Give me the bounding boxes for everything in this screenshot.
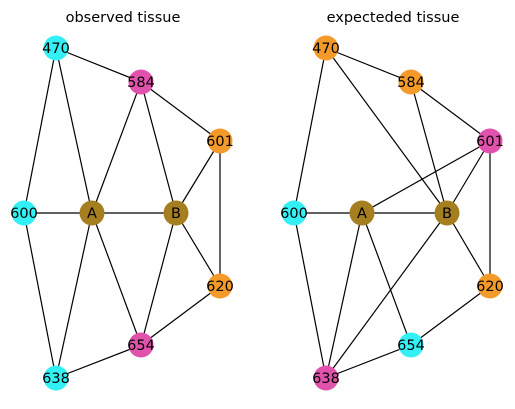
node-expected-654 [398, 332, 424, 358]
panel-title-expected: expecteded tissue [327, 10, 460, 26]
edge-expected-584-B [410, 81, 448, 214]
edge-observed-584-B [140, 81, 177, 214]
node-label-observed-654: 654 [127, 338, 155, 354]
node-label-expected-600: 600 [280, 206, 308, 222]
edge-observed-584-601 [140, 81, 221, 142]
nodes-expected: 470 584 601 600 A B 620 654 638 [280, 35, 504, 391]
edge-observed-A-638 [55, 212, 93, 379]
node-label-expected-638: 638 [312, 371, 340, 387]
edge-expected-470-B [325, 47, 448, 214]
node-expected-620 [477, 273, 503, 299]
node-observed-620 [207, 273, 233, 299]
edge-observed-620-654 [140, 285, 221, 346]
node-observed-A [79, 200, 105, 226]
node-observed-654 [128, 332, 154, 358]
node-expected-600 [281, 200, 307, 226]
edge-expected-A-638 [325, 212, 363, 379]
node-label-observed-B: B [171, 206, 181, 222]
edge-expected-600-638 [293, 212, 327, 379]
edge-expected-470-584 [325, 47, 412, 83]
node-label-observed-A: A [87, 206, 97, 222]
node-label-expected-470: 470 [312, 41, 340, 57]
edge-expected-620-654 [410, 285, 491, 346]
edge-expected-601-B [446, 140, 491, 214]
node-label-expected-654: 654 [397, 338, 425, 354]
edge-observed-B-620 [175, 212, 221, 287]
node-observed-638 [43, 365, 69, 391]
edge-expected-A-654 [361, 212, 412, 346]
edge-expected-470-600 [293, 47, 327, 214]
node-label-expected-620: 620 [476, 279, 504, 295]
node-label-expected-B: B [442, 206, 452, 222]
node-expected-B [434, 200, 460, 226]
node-expected-584 [398, 69, 424, 95]
node-label-observed-584: 584 [127, 75, 155, 91]
edge-observed-470-A [55, 47, 93, 214]
edge-expected-B-620 [446, 212, 491, 287]
edge-observed-470-600 [23, 47, 57, 214]
edge-observed-470-584 [55, 47, 142, 83]
node-expected-638 [313, 365, 339, 391]
node-observed-600 [11, 200, 37, 226]
edge-observed-584-A [91, 81, 142, 214]
node-observed-B [163, 200, 189, 226]
edge-expected-601-A [361, 140, 491, 214]
node-label-expected-601: 601 [476, 134, 504, 150]
node-label-observed-470: 470 [42, 41, 70, 57]
edges-observed [23, 47, 221, 379]
node-label-observed-601: 601 [206, 134, 234, 150]
node-expected-A [349, 200, 375, 226]
edge-observed-654-638 [55, 344, 142, 379]
graph-expected: 470 584 601 600 A B 620 654 638 [280, 35, 504, 391]
edge-observed-600-638 [23, 212, 57, 379]
edge-expected-B-638 [325, 212, 448, 379]
node-label-expected-A: A [357, 206, 367, 222]
edge-observed-B-654 [140, 212, 177, 346]
node-observed-584 [128, 69, 154, 95]
node-label-observed-620: 620 [206, 279, 234, 295]
panel-title-observed: observed tissue [66, 10, 181, 26]
edge-observed-A-654 [91, 212, 142, 346]
node-label-observed-638: 638 [42, 371, 70, 387]
edges-expected [293, 47, 491, 379]
nodes-observed: 470 584 601 600 A B 620 654 638 [10, 35, 234, 391]
node-expected-470 [313, 35, 339, 61]
node-label-expected-584: 584 [397, 75, 425, 91]
node-observed-601 [207, 128, 233, 154]
node-observed-470 [43, 35, 69, 61]
node-label-observed-600: 600 [10, 206, 38, 222]
edge-observed-601-B [175, 140, 221, 214]
node-expected-601 [477, 128, 503, 154]
graph-observed: 470 584 601 600 A B 620 654 638 [10, 35, 234, 391]
edge-expected-584-601 [410, 81, 491, 142]
edge-expected-654-638 [325, 344, 412, 379]
